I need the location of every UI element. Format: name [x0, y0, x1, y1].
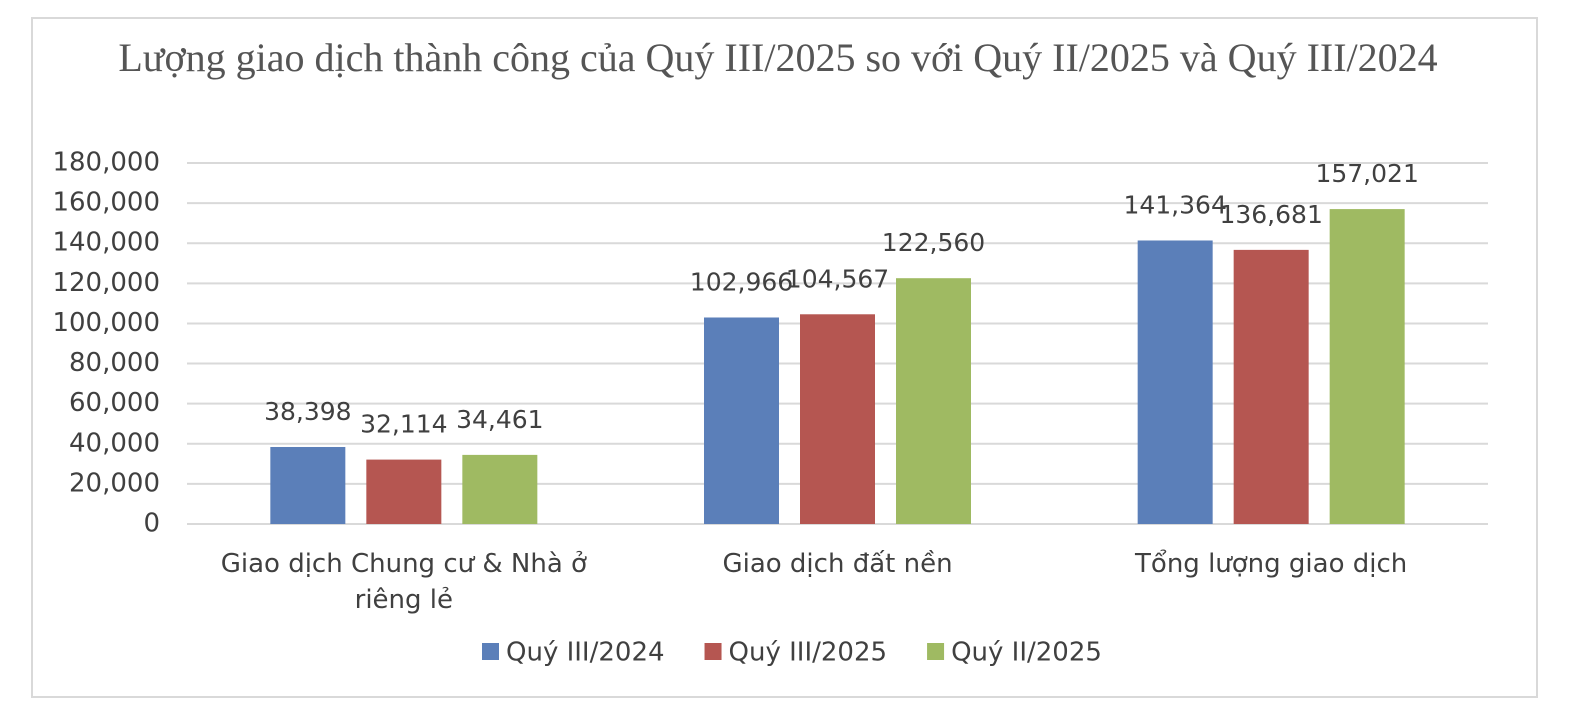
- y-tick-label: 0: [143, 509, 160, 539]
- y-tick-label: 180,000: [52, 148, 160, 178]
- x-tick-label: Giao dịch Chung cư & Nhà ở riêng lẻ: [220, 549, 587, 615]
- y-tick-label: 40,000: [69, 428, 160, 458]
- chart-title: Lượng giao dịch thành công của Quý III/2…: [118, 35, 1437, 80]
- y-tick-label: 160,000: [52, 188, 160, 218]
- bar: [1329, 209, 1405, 524]
- data-label: 34,461: [456, 405, 543, 434]
- y-tick-label: 20,000: [69, 468, 160, 498]
- y-tick-label: 60,000: [69, 388, 160, 418]
- bar: [462, 454, 538, 524]
- y-tick-label: 140,000: [52, 228, 160, 258]
- y-tick-label: 100,000: [52, 308, 160, 338]
- legend-swatch: [482, 643, 499, 660]
- legend-label: Quý III/2025: [729, 638, 888, 668]
- legend-label: Quý III/2024: [506, 638, 665, 668]
- bar: [1233, 249, 1309, 524]
- x-tick-label: Giao dịch đất nền: [722, 549, 953, 579]
- x-tick-label: Tổng lượng giao dịch: [1135, 549, 1408, 579]
- data-label: 157,021: [1315, 159, 1418, 188]
- legend-label: Quý II/2025: [951, 638, 1102, 668]
- data-label: 122,560: [882, 228, 985, 257]
- data-label: 141,364: [1123, 190, 1226, 219]
- bar: [896, 278, 971, 524]
- data-label: 102,966: [690, 267, 793, 296]
- bar: [270, 446, 346, 524]
- y-tick-label: 120,000: [52, 268, 160, 298]
- bar: [1137, 240, 1213, 525]
- bar: [704, 317, 779, 524]
- data-label: 136,681: [1219, 200, 1322, 229]
- data-label: 32,114: [360, 410, 447, 439]
- legend-swatch: [704, 643, 722, 660]
- y-tick-label: 80,000: [69, 348, 160, 378]
- bar: [366, 459, 442, 524]
- data-label: 104,567: [786, 264, 889, 293]
- data-label: 38,398: [264, 397, 351, 426]
- bar: [800, 314, 875, 524]
- legend-swatch: [927, 643, 945, 660]
